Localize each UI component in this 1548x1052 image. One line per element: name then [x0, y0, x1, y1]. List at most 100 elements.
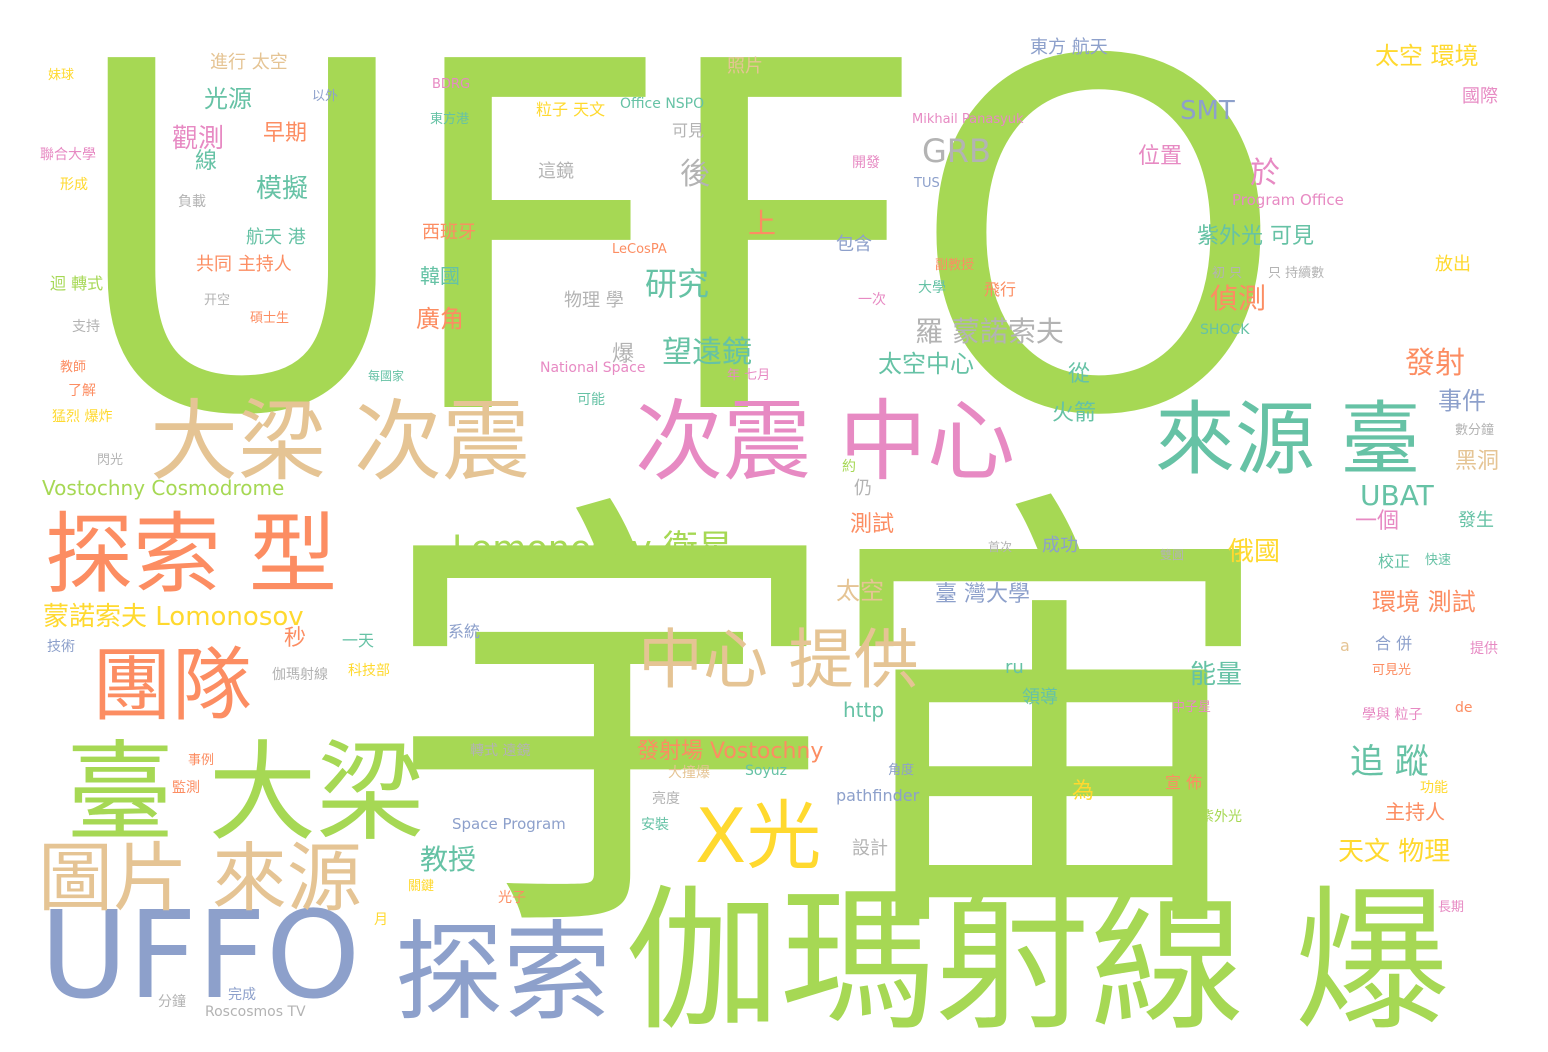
cloud-word-national-space: National Space [540, 359, 646, 376]
cloud-word-dashi: 大學 [918, 279, 946, 296]
cloud-word-lingdao: 領導 [1022, 687, 1058, 709]
cloud-word-keneng: 可能 [577, 391, 605, 408]
cloud-word-program-office: Program Office [1232, 190, 1344, 209]
cloud-word-jiaoshou: 教授 [420, 843, 477, 877]
cloud-word-shock: SHOCK [1200, 321, 1250, 338]
cloud-word-reng: 仍 [854, 478, 872, 500]
cloud-word-de: de [1455, 699, 1473, 716]
cloud-word-kejian: 可見 [672, 120, 705, 140]
cloud-word-soyuz: Soyuz [745, 762, 787, 779]
cloud-word-http: http [843, 698, 885, 723]
cloud-word-yue: 月 [374, 911, 388, 928]
cloud-word-baohan: 包含 [836, 234, 872, 256]
cloud-word-tus: TUS [914, 175, 940, 191]
cloud-word-office-nspo: Office NSPO [620, 95, 705, 112]
cloud-word-fenzhong: 分鐘 [158, 993, 186, 1010]
cloud-word-qiuqiu: 妹球 [48, 67, 75, 83]
cloud-word-zhaopian: 照片 [727, 56, 763, 78]
cloud-word-yuzhou: 宇宙 [380, 457, 1280, 993]
cloud-word-jiaozheng: 校正 [1378, 551, 1411, 571]
cloud-word-guangjiao: 廣角 [416, 304, 464, 333]
cloud-word-ru: ru [1005, 657, 1024, 679]
cloud-word-ceshi: 測試 [850, 511, 895, 537]
cloud-word-jiama-bao: 伽瑪射線 [272, 666, 328, 683]
cloud-word-yige: 一個 [1355, 508, 1400, 534]
cloud-word-zhuizong: 追 蹤 [1350, 742, 1429, 783]
cloud-word-yitian: 一天 [342, 630, 375, 650]
cloud-word-shuangxi: 雙圓 [1160, 548, 1185, 563]
cloud-word-fashe: 發射 [1405, 345, 1465, 381]
cloud-word-gamma-burst: 伽瑪射線 爆 [625, 870, 1450, 1052]
cloud-word-guanjian: 關鍵 [408, 878, 435, 894]
cloud-word-fashechang: 發射場 Vostochny [637, 738, 824, 764]
cloud-word-mengnuo-lomonosov: 蒙諾索夫 Lomonosov [43, 602, 304, 633]
cloud-word-miao: 秒 [284, 625, 307, 651]
cloud-word-kexueji: 科技部 [348, 662, 390, 679]
cloud-word-tianwen-wuli: 天文 物理 [1338, 837, 1451, 868]
cloud-word-dongfanggang: 東方港 [430, 111, 470, 127]
cloud-word-taikong2: 太空 [836, 576, 884, 605]
cloud-word-liangdu: 亮度 [652, 790, 680, 807]
cloud-word-mu-guojia: 每國家 [368, 369, 405, 384]
cloud-word-guance: 觀測 [172, 124, 225, 155]
cloud-word-xibanya: 西班牙 [422, 222, 476, 244]
cloud-word-gongneng: 功能 [1420, 779, 1448, 796]
cloud-word-daliang-cizhen: 大梁 次震 [150, 389, 530, 493]
cloud-word-luomengnuo: 羅 蒙諾索夫 [915, 315, 1064, 349]
cloud-word-kaifa: 開發 [852, 154, 880, 171]
cloud-word-weile: 為 [1072, 778, 1095, 804]
cloud-word-taiwan-daxue: 臺 灣大學 [935, 581, 1030, 607]
cloud-word-heidong: 黑洞 [1455, 448, 1500, 474]
cloud-word-shijian: 事件 [1438, 386, 1486, 415]
cloud-word-dongfang-hangtian: 東方 航天 [1030, 37, 1108, 59]
cloud-word-lizi-tianwen: 粒子 天文 [536, 99, 606, 119]
cloud-word-jiaoshou2: 教師 [60, 359, 87, 375]
cloud-word-roscosmos: Roscosmos TV [205, 1003, 306, 1020]
cloud-word-lianhe-daxue: 聯合大學 [40, 146, 96, 163]
cloud-word-laiyuan-tai: 來源 臺 [1155, 392, 1421, 486]
cloud-word-guangzi: 光子 [498, 889, 526, 906]
cloud-word-vostochny-cosmo: Vostochny Cosmodrome [42, 476, 285, 501]
cloud-word-huanjing-ceshi: 環境 測試 [1372, 587, 1476, 616]
cloud-word-ziwaiguang: 紫外光 可見 [1197, 223, 1314, 249]
cloud-word-yici: 一次 [858, 291, 886, 308]
cloud-word-zhongxin-tigong: 中心 提供 [638, 622, 919, 698]
cloud-word-moni: 模擬 [256, 174, 309, 205]
cloud-word-huizhuanshi: 迴 轉式 [50, 273, 104, 293]
cloud-word-sheji: 設計 [852, 838, 888, 860]
cloud-word-huojian: 火箭 [1052, 400, 1097, 426]
cloud-word-xian: 線 [195, 148, 218, 174]
cloud-word-jinxing-taikong: 進行 太空 [210, 52, 288, 74]
cloud-word-smt: SMT [1180, 96, 1235, 127]
cloud-word-fuzai: 負載 [178, 193, 206, 210]
cloud-word-hebing: 合 併 [1375, 633, 1413, 653]
cloud-word-uffo-big: UFFO [66, 0, 1287, 521]
cloud-word-tansuo-xing: 探索 型 [45, 502, 337, 606]
cloud-word-mikhail: Mikhail Panasyuk [912, 111, 1024, 127]
cloud-word-guoji: 國際 [1462, 86, 1498, 108]
cloud-word-changqi: 長期 [1438, 899, 1465, 915]
cloud-word-shanguang: 閃光 [97, 452, 124, 468]
cloud-word-xingcheng: 形成 [60, 176, 88, 193]
cloud-word-dazhuangbao: 大撞爆 [668, 764, 710, 781]
cloud-word-pathfinder: pathfinder [836, 785, 920, 805]
cloud-word-zhejing: 這鏡 [538, 161, 574, 183]
cloud-word-fujiaoshou: 副教授 [935, 257, 975, 273]
cloud-word-zhongzi: 中子星 [1172, 699, 1212, 715]
cloud-word-weizhi: 位置 [1138, 143, 1183, 169]
cloud-word-jiande: 初 只 [1212, 265, 1243, 281]
cloud-word-yanjiu: 研究 [645, 264, 710, 303]
cloud-word-liaojie: 了解 [68, 382, 96, 399]
cloud-word-shili: 事例 [188, 752, 215, 768]
cloud-word-lecospa: LeCosPA [612, 241, 667, 257]
cloud-word-hou: 後 [680, 156, 710, 192]
cloud-word-wuli-xue: 物理 學 [564, 290, 624, 312]
cloud-word-a: a [1340, 635, 1350, 655]
cloud-word-hanguo: 韓國 [420, 264, 460, 289]
cloud-word-zhuanshi-zhejing: 轉式 遠鏡 [470, 742, 531, 759]
cloud-word-jiaojiao: 角度 [888, 762, 915, 778]
cloud-word-ubat: UBAT [1360, 479, 1434, 513]
cloud-word-kejianguang: 可見光 [1372, 662, 1412, 678]
cloud-word-cong: 從 [1068, 361, 1091, 387]
cloud-word-zaoqi: 早期 [263, 120, 308, 146]
